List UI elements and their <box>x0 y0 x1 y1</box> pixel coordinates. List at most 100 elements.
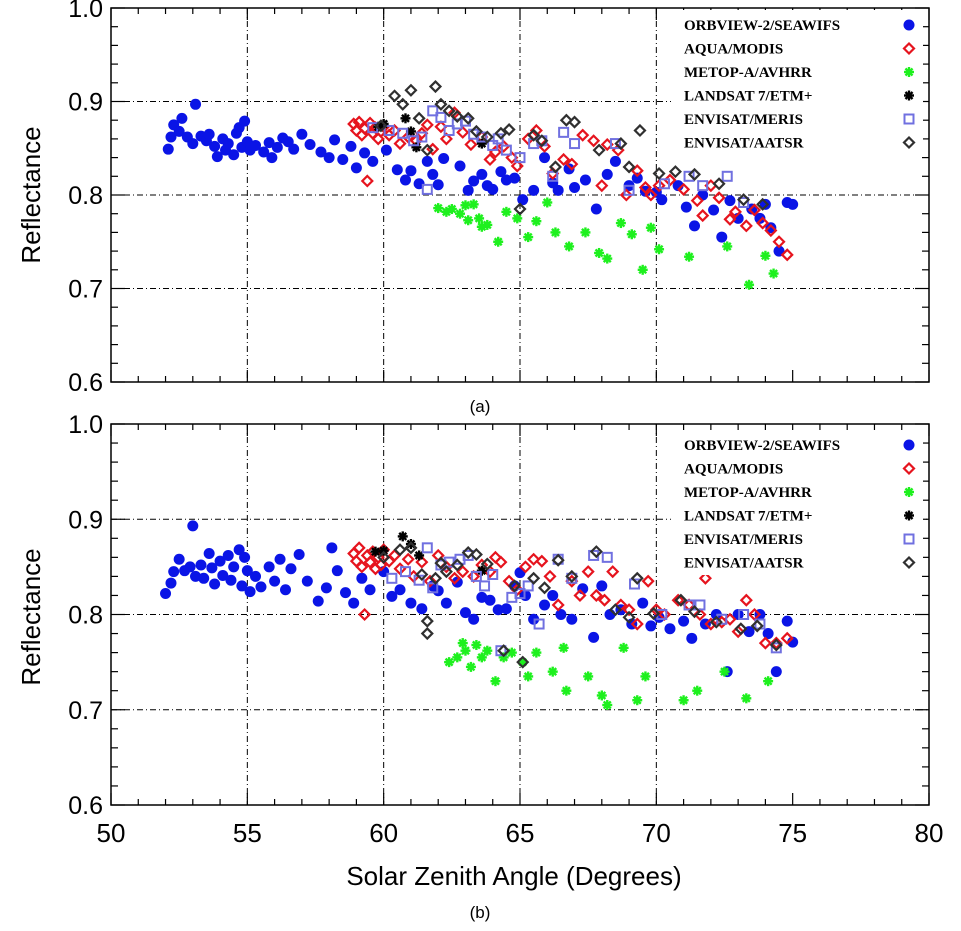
data-point <box>482 645 493 656</box>
data-point <box>531 647 542 658</box>
data-point <box>739 219 753 233</box>
data-point <box>209 140 221 152</box>
legend-label: ORBVIEW-2/SEAWIFS <box>684 438 840 454</box>
data-point <box>450 109 464 124</box>
data-point <box>461 546 475 560</box>
data-point <box>687 167 702 181</box>
data-point <box>739 593 753 607</box>
data-point <box>494 126 508 140</box>
data-point <box>476 168 488 180</box>
data-point <box>455 208 466 219</box>
data-point <box>474 213 485 224</box>
data-point <box>416 131 428 143</box>
data-point <box>363 555 377 569</box>
data-point <box>590 203 602 215</box>
data-point <box>482 219 493 230</box>
legend-background <box>671 10 923 155</box>
data-point <box>630 617 644 631</box>
x-tick-label: 80 <box>915 818 944 848</box>
data-point <box>399 566 411 578</box>
series-envisat-aatsr <box>377 541 783 669</box>
data-point <box>236 580 248 592</box>
data-point <box>602 699 613 710</box>
data-point <box>694 599 706 611</box>
data-point <box>439 132 453 146</box>
data-point <box>415 567 429 582</box>
data-point <box>442 104 456 118</box>
data-point <box>329 134 341 146</box>
data-point <box>427 582 439 594</box>
data-point <box>168 566 180 578</box>
x-tick-label: 65 <box>506 818 535 848</box>
data-point <box>576 128 590 142</box>
data-point <box>647 606 661 621</box>
data-point <box>754 212 766 224</box>
data-point <box>737 193 751 207</box>
data-point <box>468 199 479 210</box>
data-point <box>479 580 491 592</box>
legend-label: METOP-A/AVHRR <box>684 485 812 501</box>
data-point <box>583 671 594 682</box>
data-point <box>203 128 215 140</box>
data-point <box>274 553 286 565</box>
data-point <box>497 644 511 658</box>
data-point <box>239 551 251 563</box>
data-point <box>787 198 799 210</box>
data-point <box>638 180 652 195</box>
data-point <box>722 241 733 252</box>
data-point <box>656 194 668 206</box>
data-point <box>241 136 253 148</box>
x-axis-label: Solar Zenith Angle (Degrees) <box>346 861 681 891</box>
data-point <box>393 543 407 557</box>
data-point <box>509 172 521 184</box>
data-point <box>462 184 474 196</box>
legend-marker <box>902 135 916 150</box>
data-point <box>364 584 376 596</box>
y-tick-label: 1.0 <box>68 0 103 23</box>
data-point <box>494 555 508 569</box>
data-point <box>367 155 379 167</box>
data-point <box>421 542 433 554</box>
data-point <box>543 569 557 583</box>
data-point <box>719 666 730 677</box>
data-point <box>721 170 733 182</box>
series-landsat-7-etm- <box>373 113 487 153</box>
series-landsat-7-etm- <box>370 531 487 576</box>
y-axis-label-a: Reflectance <box>16 126 46 263</box>
data-point <box>173 125 185 137</box>
data-point <box>165 131 177 143</box>
data-point <box>564 241 575 252</box>
legend-marker <box>903 19 915 31</box>
data-point <box>448 571 462 585</box>
data-point <box>487 568 499 580</box>
legend-label: METOP-A/AVHRR <box>684 65 812 81</box>
data-point <box>476 131 488 143</box>
data-point <box>547 589 559 601</box>
data-point <box>664 623 676 635</box>
data-point <box>758 636 772 650</box>
data-point <box>750 619 764 633</box>
data-point <box>678 615 690 627</box>
data-point <box>495 166 507 178</box>
data-point <box>547 666 558 677</box>
data-point <box>269 575 281 587</box>
data-point <box>471 639 482 650</box>
series-envisat-meris <box>386 542 782 657</box>
data-point <box>738 196 750 208</box>
data-point <box>350 162 362 174</box>
data-point <box>566 613 578 625</box>
data-point <box>468 613 480 625</box>
data-point <box>228 561 240 573</box>
data-point <box>352 115 366 129</box>
legend-marker <box>904 487 914 497</box>
x-tick-label: 60 <box>369 818 398 848</box>
data-point <box>565 157 579 171</box>
data-point <box>552 184 564 196</box>
data-point <box>404 541 418 555</box>
legend-marker <box>902 555 916 570</box>
y-tick-label: 1.0 <box>68 411 103 439</box>
data-point <box>187 138 199 150</box>
data-point <box>388 89 402 103</box>
legend-label: ORBVIEW-2/SEAWIFS <box>684 18 840 34</box>
data-point <box>654 244 665 255</box>
